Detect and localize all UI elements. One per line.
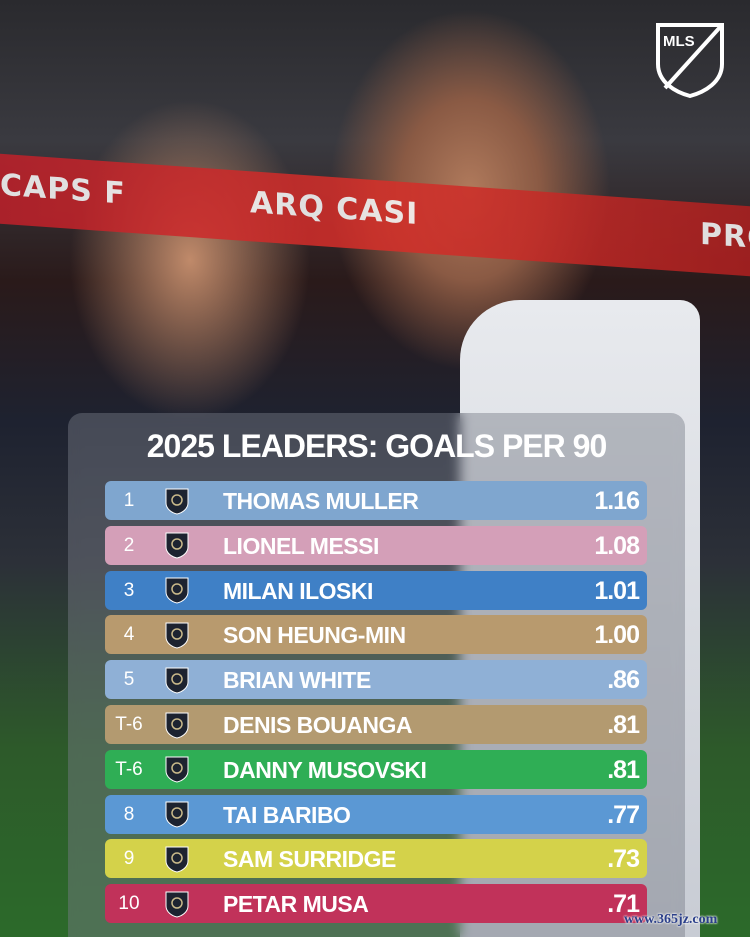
philadelphia-union-crest-icon (163, 576, 191, 605)
nashville-sc-crest-icon (163, 844, 191, 873)
rank: 8 (123, 803, 135, 825)
player-name: TAI BARIBO (223, 801, 351, 828)
player-name: SAM SURRIDGE (223, 846, 396, 873)
player-name: DENIS BOUANGA (223, 712, 413, 738)
table-row: T-6 DENIS BOUANGA .81 (105, 705, 647, 744)
rank: 4 (123, 624, 135, 646)
goals-per-90-value: .71 (607, 890, 640, 919)
philadelphia-union-crest-icon (163, 800, 191, 829)
goals-per-90-value: .81 (607, 711, 640, 739)
player-name: SON HEUNG-MIN (223, 622, 406, 649)
inter-miami-crest-icon (163, 531, 191, 560)
table-row: 4 SON HEUNG-MIN 1.00 (105, 615, 647, 655)
rank: 5 (123, 669, 135, 691)
banner-text: PRO (700, 216, 750, 257)
goals-per-90-value: .77 (607, 800, 640, 829)
table-row: 2 LIONEL MESSI 1.08 (105, 525, 647, 565)
goals-per-90-value: 1.08 (594, 531, 640, 560)
page-title: 2025 LEADERS: GOALS PER 90 (146, 428, 607, 464)
table-row: T-6 DANNY MUSOVSKI .81 (105, 749, 647, 789)
rank: 1 (123, 490, 135, 511)
goals-per-90-value: .81 (607, 755, 640, 784)
table-row: 5 BRIAN WHITE .86 (105, 660, 647, 700)
lafc-crest-icon (163, 710, 191, 739)
player-name: DANNY MUSOVSKI (223, 756, 427, 783)
player-name: THOMAS MULLER (223, 488, 419, 514)
rank: 2 (123, 534, 135, 556)
player-name: BRIAN WHITE (223, 667, 371, 694)
rank: 10 (118, 893, 140, 915)
goals-per-90-value: .73 (607, 845, 640, 874)
mls-logo-text: MLS (663, 33, 695, 50)
rank: 9 (123, 848, 135, 870)
banner-text: ARQ CASI (250, 185, 419, 233)
vancouver-whitecaps-crest-icon (163, 486, 191, 515)
player-name: MILAN ILOSKI (223, 577, 373, 604)
table-row: 10 PETAR MUSA .71 (105, 884, 647, 924)
table-row: 9 SAM SURRIDGE .73 (105, 839, 647, 879)
player-name: PETAR MUSA (223, 891, 369, 918)
player-name: LIONEL MESSI (223, 532, 379, 559)
watermark: www.365jz.com (624, 912, 718, 927)
table-row: 1 THOMAS MULLER 1.16 (105, 481, 647, 520)
seattle-sounders-crest-icon (163, 755, 191, 784)
rank: T-6 (115, 714, 143, 735)
table-row: 3 MILAN ILOSKI 1.01 (105, 570, 647, 610)
rank: T-6 (115, 758, 143, 780)
mls-logo-icon: MLS (656, 23, 724, 98)
lafc-crest-icon (163, 620, 191, 649)
banner-text: CAPS F (0, 167, 126, 212)
vancouver-whitecaps-crest-icon (163, 665, 191, 694)
goals-per-90-value: 1.01 (594, 576, 640, 605)
goals-per-90-value: 1.00 (594, 621, 640, 650)
fc-dallas-crest-icon (163, 889, 191, 918)
rank: 3 (123, 579, 135, 601)
table-row: 8 TAI BARIBO .77 (105, 794, 647, 834)
goals-per-90-value: .86 (607, 666, 640, 695)
goals-per-90-value: 1.16 (594, 487, 640, 515)
